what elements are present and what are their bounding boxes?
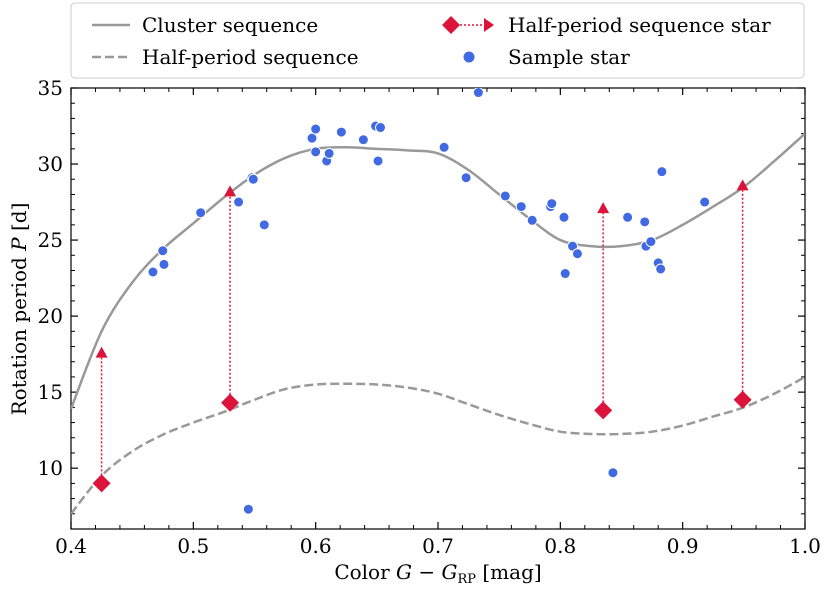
- sample-star-point: [310, 146, 322, 158]
- sample-star-point: [639, 216, 651, 228]
- x-tick-label: 0.5: [177, 534, 209, 558]
- y-tick-label: 25: [38, 228, 63, 252]
- x-tick-label: 0.8: [544, 534, 576, 558]
- sample-star-point: [622, 211, 634, 223]
- doubled-period-arrowhead: [95, 346, 108, 358]
- sample-star-point: [195, 207, 207, 219]
- axis-ticks: [70, 87, 806, 529]
- sample-star-point: [559, 268, 571, 280]
- doubled-period-arrowhead: [597, 202, 610, 214]
- sample-star-point: [372, 155, 384, 167]
- sample-star-point: [158, 258, 170, 270]
- legend-cluster-sequence-label: Cluster sequence: [142, 13, 318, 37]
- legend-half-period-star-icon: [442, 16, 494, 34]
- x-tick-label: 0.7: [422, 534, 454, 558]
- sample-star-point: [306, 132, 318, 144]
- sample-star-point: [247, 173, 259, 185]
- sample-star-points: [147, 88, 711, 515]
- sample-star-point: [310, 123, 322, 135]
- sample-star-point: [645, 236, 657, 248]
- legend-half-period-star-label: Half-period sequence star: [508, 13, 771, 37]
- sample-star-point: [375, 122, 387, 134]
- cluster-sequence-line: [71, 132, 805, 410]
- sample-star-point: [656, 166, 668, 178]
- sample-star-point: [242, 503, 254, 515]
- sample-star-point: [357, 134, 369, 146]
- half-period-star-diamond: [92, 474, 111, 493]
- legend: Cluster sequence Half-period sequence Ha…: [70, 2, 805, 79]
- sample-star-point: [607, 467, 619, 479]
- half-period-star-diamond: [594, 401, 613, 420]
- sample-star-point: [499, 190, 511, 202]
- sample-star-point: [567, 240, 579, 252]
- x-tick-label: 0.4: [55, 534, 87, 558]
- sample-star-point: [699, 196, 711, 208]
- half-period-sequence-line: [71, 375, 805, 515]
- sample-star-point: [438, 141, 450, 153]
- sample-star-point: [515, 201, 527, 213]
- y-tick-label: 20: [38, 304, 63, 328]
- half-period-star-diamond: [221, 393, 240, 412]
- y-tick-label: 10: [38, 456, 63, 480]
- sample-star-point: [157, 245, 169, 257]
- sample-star-point: [460, 172, 472, 184]
- legend-sample-star-icon: [462, 50, 476, 64]
- legend-half-period-sequence-label: Half-period sequence: [142, 45, 359, 69]
- y-tick-label: 15: [38, 380, 63, 404]
- y-tick-label: 35: [38, 76, 63, 100]
- y-axis-label: Rotation period P [d]: [7, 203, 31, 416]
- sample-star-point: [233, 196, 245, 208]
- sample-star-point: [258, 219, 270, 231]
- x-axis-label: Color G − GRP [mag]: [334, 560, 541, 587]
- half-period-star-markers: [92, 179, 752, 493]
- x-tick-label: 0.6: [300, 534, 332, 558]
- sample-star-point: [147, 266, 159, 278]
- sample-star-point: [323, 147, 335, 159]
- x-tick-label: 0.9: [667, 534, 699, 558]
- legend-box: [70, 2, 805, 79]
- half-period-star-diamond: [733, 390, 752, 409]
- doubled-period-arrowhead: [736, 179, 749, 191]
- sample-star-point: [472, 88, 484, 99]
- sample-star-point: [335, 126, 347, 138]
- y-tick-labels: 10 15 20 25 30 35: [38, 76, 63, 480]
- legend-sample-star-label: Sample star: [508, 45, 630, 69]
- plot-area: [71, 88, 805, 515]
- x-tick-label: 1.0: [789, 534, 821, 558]
- y-tick-label: 30: [38, 152, 63, 176]
- sample-star-point: [558, 211, 570, 223]
- sample-star-point: [526, 214, 538, 226]
- sample-star-point: [571, 248, 583, 260]
- sample-star-point: [655, 263, 667, 275]
- doubled-period-arrowhead: [224, 185, 237, 197]
- sample-star-point: [546, 198, 558, 210]
- x-tick-labels: 0.4 0.5 0.6 0.7 0.8 0.9 1.0: [55, 534, 821, 558]
